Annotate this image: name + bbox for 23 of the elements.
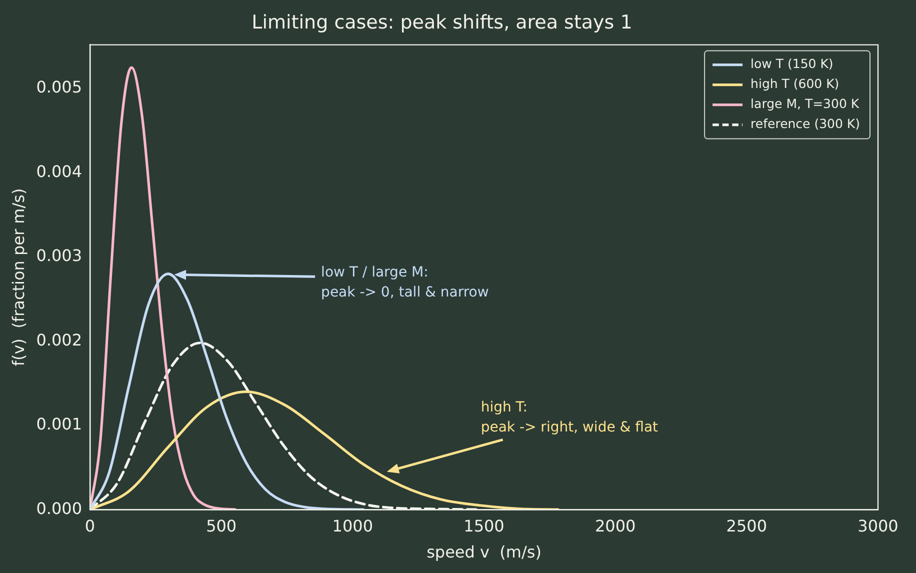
legend-label: reference (300 K) [750,116,860,132]
annotation: high T: peak -> right, wide & flat [480,399,659,436]
y-tick-label: 0.004 [36,162,82,181]
y-tick-label: 0.000 [36,498,82,518]
x-tick-label: 1500 [464,516,504,536]
x-tick-label: 500 [206,516,237,536]
line-series [90,66,237,510]
y-tick-label: 0.003 [36,246,82,266]
y-tick-label: 0.002 [36,330,82,350]
y-tick-label: 0.005 [36,78,82,97]
x-tick-label: 2500 [726,516,768,536]
x-tick-label: 1000 [332,516,374,536]
legend-label: high T (600 K) [750,76,840,92]
x-tick-label: 2000 [594,516,636,536]
x-axis-title: speed v (m/s) [426,542,542,562]
x-tick-label: 0 [84,516,96,536]
y-tick-label: 0.001 [36,414,82,434]
y-axis-title: f(v) (fraction per m/s) [8,188,28,366]
legend-label: large M, T=300 K [750,96,860,112]
annotation: low T / large M: peak -> 0, tall & narrow [321,264,489,300]
chart-title: Limiting cases: peak shifts, area stays 1 [252,11,632,34]
legend-label: low T (150 K) [750,56,834,72]
x-tick-label: 3000 [858,516,898,536]
